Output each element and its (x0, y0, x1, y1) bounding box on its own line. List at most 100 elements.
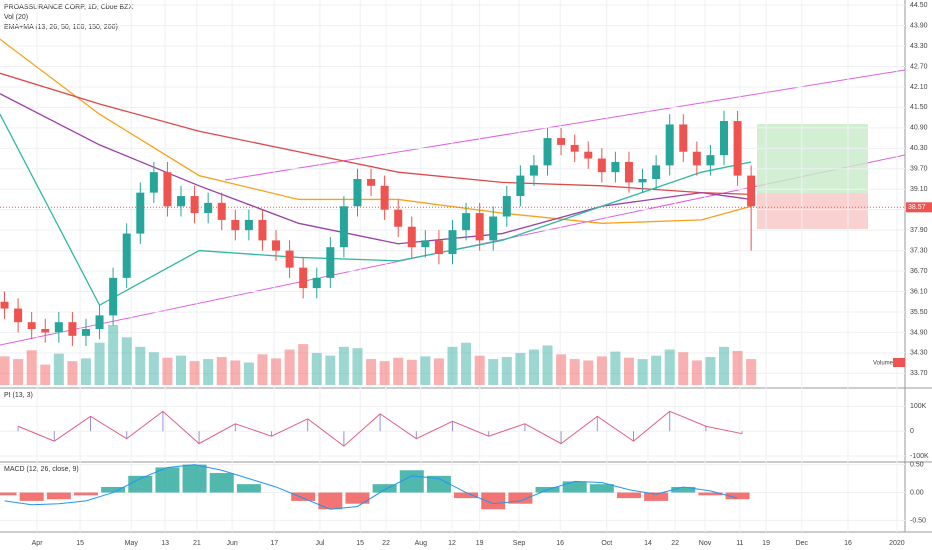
candle-body (475, 213, 484, 241)
candle-body (516, 175, 525, 197)
x-tick-label: Dec (796, 540, 809, 547)
candle-body (326, 247, 335, 278)
y-tick-label: 44.50 (910, 2, 928, 9)
macd-histogram (399, 470, 424, 493)
y-tick-label: 37.30 (910, 247, 928, 254)
macd-histogram (155, 467, 180, 493)
y-tick-label: 0.50 (910, 462, 924, 469)
candle-body (733, 121, 742, 176)
y-tick-label: 40.30 (910, 145, 928, 152)
volume-bar (583, 360, 594, 385)
x-tick-label: 2020 (889, 540, 905, 547)
volume-bar (569, 359, 580, 385)
macd-histogram (698, 492, 723, 496)
volume-bar (257, 354, 268, 385)
volume-bar (366, 359, 377, 385)
indicator-title: EMA+MA (13, 26, 50, 100, 150, 200) (4, 24, 118, 31)
candle-body (54, 322, 63, 333)
volume-bar (338, 346, 349, 385)
candle-body (611, 161, 620, 173)
y-tick-label: -0.50 (910, 517, 926, 524)
macd-histogram (481, 492, 506, 510)
volume-bar (325, 355, 336, 385)
macd-histogram (454, 492, 479, 499)
candle-body (692, 151, 701, 166)
volume-bar (501, 357, 512, 385)
volume-legend-box (893, 358, 905, 367)
macd-histogram (0, 492, 17, 496)
y-tick-label: 41.50 (910, 104, 928, 111)
pi-title: PI (13, 3) (4, 392, 33, 399)
candle-body (421, 240, 430, 248)
candle-body (285, 250, 294, 268)
x-tick-label: Aug (415, 540, 428, 547)
candle-body (570, 144, 579, 152)
volume-bar (623, 357, 634, 385)
candle-body (68, 322, 77, 336)
moving-average (0, 113, 752, 307)
volume-bar (610, 351, 621, 385)
candle-body (679, 124, 688, 152)
x-tick-label: 15 (76, 540, 84, 547)
volume-bar (447, 346, 458, 385)
candle-body (367, 178, 376, 186)
candle-body (190, 196, 199, 214)
x-tick-label: 19 (762, 540, 770, 547)
volume-bar (637, 359, 648, 385)
candle-body (14, 308, 23, 323)
pi-line (17, 410, 743, 447)
candle-body (217, 202, 226, 220)
moving-average (0, 72, 752, 195)
x-tick-label: 15 (356, 540, 364, 547)
candle-body (489, 216, 498, 241)
x-tick-label: 17 (270, 540, 278, 547)
volume-bar (148, 352, 159, 385)
x-tick-label: Jul (315, 540, 324, 547)
x-tick-label: 22 (671, 540, 679, 547)
candle-body (122, 233, 131, 278)
x-tick-label: 12 (448, 540, 456, 547)
volume-bar (26, 350, 37, 385)
volume-title: Vol (20) (4, 14, 28, 21)
volume-bar (135, 346, 146, 385)
y-tick-label: 42.10 (910, 84, 928, 91)
y-tick-label: 36.70 (910, 268, 928, 275)
candle-body (163, 172, 172, 207)
volume-bar (556, 354, 567, 385)
volume-bar (719, 346, 729, 385)
candle-body (95, 315, 104, 330)
macd-histogram (318, 492, 343, 510)
candle-body (244, 219, 253, 231)
macd-histogram (345, 492, 370, 504)
macd-histogram (46, 492, 71, 500)
macd-histogram (128, 475, 153, 493)
volume-bar (664, 349, 675, 385)
candle-body (462, 213, 471, 231)
volume-bar (203, 359, 214, 385)
volume-bar (433, 358, 444, 385)
last-price-label: 38.57 (908, 204, 926, 211)
candle-body (624, 161, 633, 183)
x-tick-label: Apr (32, 540, 44, 547)
y-tick-label: 42.70 (910, 63, 928, 70)
volume-bar (230, 360, 241, 385)
volume-bar (528, 349, 539, 385)
volume-bar (420, 356, 431, 385)
candle-body (529, 165, 538, 176)
macd-histogram (671, 486, 696, 493)
volume-bar (94, 342, 105, 385)
y-tick-label: 0 (910, 428, 914, 435)
candle-body (706, 155, 715, 166)
x-tick-label: 13 (161, 540, 169, 547)
candle-body (638, 178, 647, 183)
candle-body (448, 230, 457, 255)
volume-bar (162, 357, 173, 385)
macd-histogram (644, 492, 669, 501)
candle-body (109, 277, 118, 316)
y-tick-label: 40.90 (910, 125, 928, 132)
candle-body (557, 138, 566, 145)
volume-bar (474, 355, 485, 385)
volume-bar (406, 359, 417, 385)
volume-bar (243, 362, 254, 385)
